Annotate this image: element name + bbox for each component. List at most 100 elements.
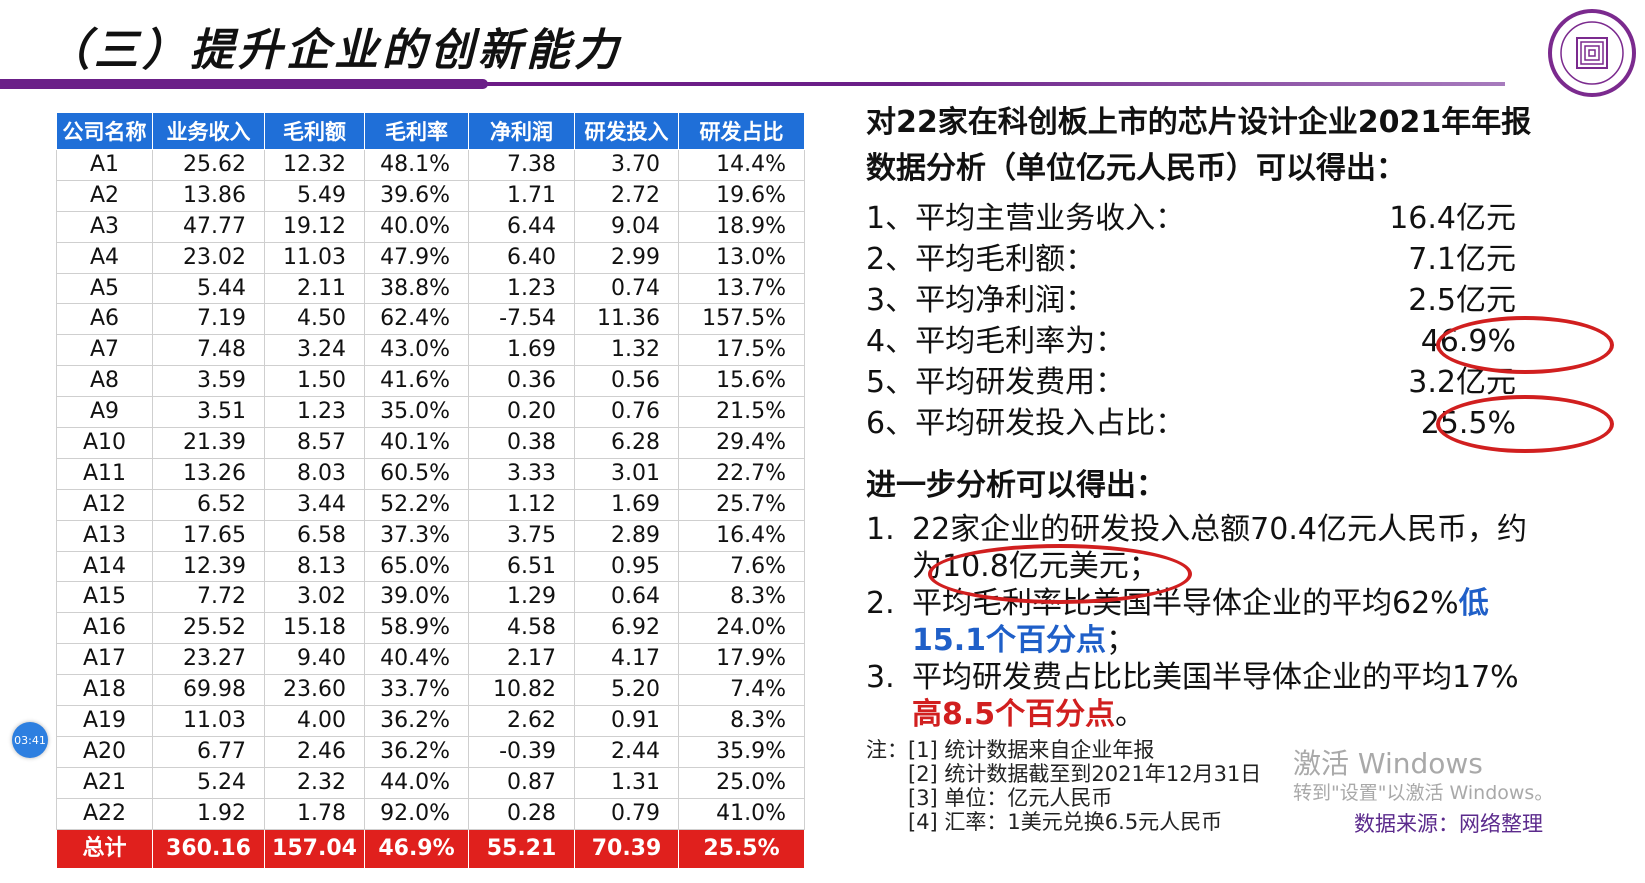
table-cell: 13.0% (678, 241, 805, 274)
table-cell: 1.69 (574, 488, 679, 521)
table-cell: 8.03 (264, 457, 365, 490)
table-cell: 33.7% (364, 674, 469, 707)
company-name-cell: A15 (56, 581, 153, 614)
title-underline-accent (0, 79, 488, 89)
table-row: A13 17.65 6.58 37.3% 3.75 2.89 16.4% (56, 519, 805, 552)
table-cell: 11.03 (264, 241, 365, 274)
header-gross-margin: 毛利率 (364, 112, 469, 150)
playback-timer-badge[interactable]: 03:41 (12, 722, 48, 758)
table-row: A18 69.98 23.60 33.7% 10.82 5.20 7.4% (56, 674, 805, 707)
table-cell: 2.89 (574, 519, 679, 552)
table-row: A2 13.86 5.49 39.6% 1.71 2.72 19.6% (56, 179, 805, 212)
table-cell: 62.4% (364, 303, 469, 336)
company-name-cell: A22 (56, 797, 153, 830)
table-cell: 11.03 (152, 705, 265, 737)
table-cell: 44.0% (364, 766, 469, 799)
table-cell: 4.00 (264, 705, 365, 737)
company-name-cell: A9 (56, 396, 153, 429)
table-cell: 2.62 (468, 705, 575, 737)
company-name-cell: A1 (56, 149, 153, 181)
company-name-cell: A19 (56, 705, 153, 737)
company-name-cell: A13 (56, 519, 153, 552)
stat-value: 7.1亿元 (1408, 242, 1516, 277)
company-name-cell: A7 (56, 334, 153, 367)
point-text: 平均研发费占比比美国半导体企业的平均17% (912, 660, 1519, 695)
table-cell: 2.44 (574, 735, 679, 768)
header-net-profit: 净利润 (468, 112, 575, 150)
table-cell: 65.0% (364, 550, 469, 583)
table-cell: 1.23 (468, 272, 575, 305)
company-name-cell: A10 (56, 427, 153, 459)
table-cell: 17.65 (152, 519, 265, 552)
table-cell: 6.52 (152, 488, 265, 521)
table-cell: 17.9% (678, 643, 805, 676)
table-cell: 41.0% (678, 797, 805, 830)
company-name-cell: A18 (56, 674, 153, 707)
company-name-cell: A4 (56, 241, 153, 274)
highlight-ellipse-usd (928, 544, 1192, 604)
table-cell: 39.6% (364, 179, 469, 212)
total-cell: 70.39 (574, 828, 679, 869)
table-row: A3 47.77 19.12 40.0% 6.44 9.04 18.9% (56, 210, 805, 243)
table-cell: 12.39 (152, 550, 265, 583)
stat-value: 2.5亿元 (1408, 283, 1516, 318)
table-cell: 3.33 (468, 457, 575, 490)
table-cell: 0.36 (468, 365, 575, 398)
company-name-cell: A11 (56, 457, 153, 490)
table-cell: 3.01 (574, 457, 679, 490)
table-cell: 47.77 (152, 210, 265, 243)
table-cell: 35.9% (678, 735, 805, 768)
table-cell: 21.39 (152, 427, 265, 459)
table-cell: 52.2% (364, 488, 469, 521)
table-cell: 2.11 (264, 272, 365, 305)
table-row: A11 13.26 8.03 60.5% 3.33 3.01 22.7% (56, 457, 805, 490)
table-cell: 18.9% (678, 210, 805, 243)
company-data-table: 公司名称 业务收入 毛利额 毛利率 净利润 研发投入 研发占比 A1 25.62 1… (56, 112, 805, 869)
table-cell: 8.57 (264, 427, 365, 459)
table-cell: 0.79 (574, 797, 679, 830)
table-cell: 16.4% (678, 519, 805, 552)
table-cell: 6.40 (468, 241, 575, 274)
stat-row: 3、平均净利润： 2.5亿元 (866, 280, 1546, 321)
table-row: A21 5.24 2.32 44.0% 0.87 1.31 25.0% (56, 766, 805, 799)
total-cell: 55.21 (468, 828, 575, 869)
stat-row: 2、平均毛利额： 7.1亿元 (866, 239, 1546, 280)
table-row: A7 7.48 3.24 43.0% 1.69 1.32 17.5% (56, 334, 805, 367)
point-number: 3. (866, 660, 895, 695)
company-name-cell: A8 (56, 365, 153, 398)
table-cell: 10.82 (468, 674, 575, 707)
table-cell: -0.39 (468, 735, 575, 768)
table-cell: 157.5% (678, 303, 805, 336)
title-underline (0, 82, 1505, 86)
table-cell: 2.72 (574, 179, 679, 212)
university-logo-icon (1548, 9, 1636, 97)
table-cell: 1.78 (264, 797, 365, 830)
table-cell: 13.86 (152, 179, 265, 212)
table-cell: 7.4% (678, 674, 805, 707)
table-cell: 0.91 (574, 705, 679, 737)
table-cell: 3.02 (264, 581, 365, 614)
table-cell: 6.58 (264, 519, 365, 552)
total-cell: 360.16 (152, 828, 265, 869)
table-row: A20 6.77 2.46 36.2% -0.39 2.44 35.9% (56, 735, 805, 768)
table-cell: 0.74 (574, 272, 679, 305)
further-heading: 进一步分析可以得出： (866, 468, 1166, 503)
notes-heading: 注： (866, 738, 908, 762)
table-cell: 6.51 (468, 550, 575, 583)
stat-value: 16.4亿元 (1389, 201, 1516, 236)
stat-label: 3、平均净利润： (866, 283, 1096, 318)
table-row: A9 3.51 1.23 35.0% 0.20 0.76 21.5% (56, 396, 805, 429)
table-cell: 69.98 (152, 674, 265, 707)
highlight-ellipse-gross-margin (1436, 316, 1614, 374)
table-cell: 15.18 (264, 612, 365, 645)
table-cell: 35.0% (364, 396, 469, 429)
table-cell: 7.48 (152, 334, 265, 367)
table-cell: 92.0% (364, 797, 469, 830)
table-cell: 11.36 (574, 303, 679, 336)
table-header-row: 公司名称 业务收入 毛利额 毛利率 净利润 研发投入 研发占比 (56, 112, 805, 150)
summary-intro: 对22家在科创板上市的芯片设计企业2021年年报数据分析（单位亿元人民币）可以得… (866, 105, 1532, 186)
stat-label: 2、平均毛利额： (866, 242, 1096, 277)
table-cell: 60.5% (364, 457, 469, 490)
note-item: [3] 单位：亿元人民币 (908, 786, 1113, 810)
table-cell: 8.3% (678, 705, 805, 737)
